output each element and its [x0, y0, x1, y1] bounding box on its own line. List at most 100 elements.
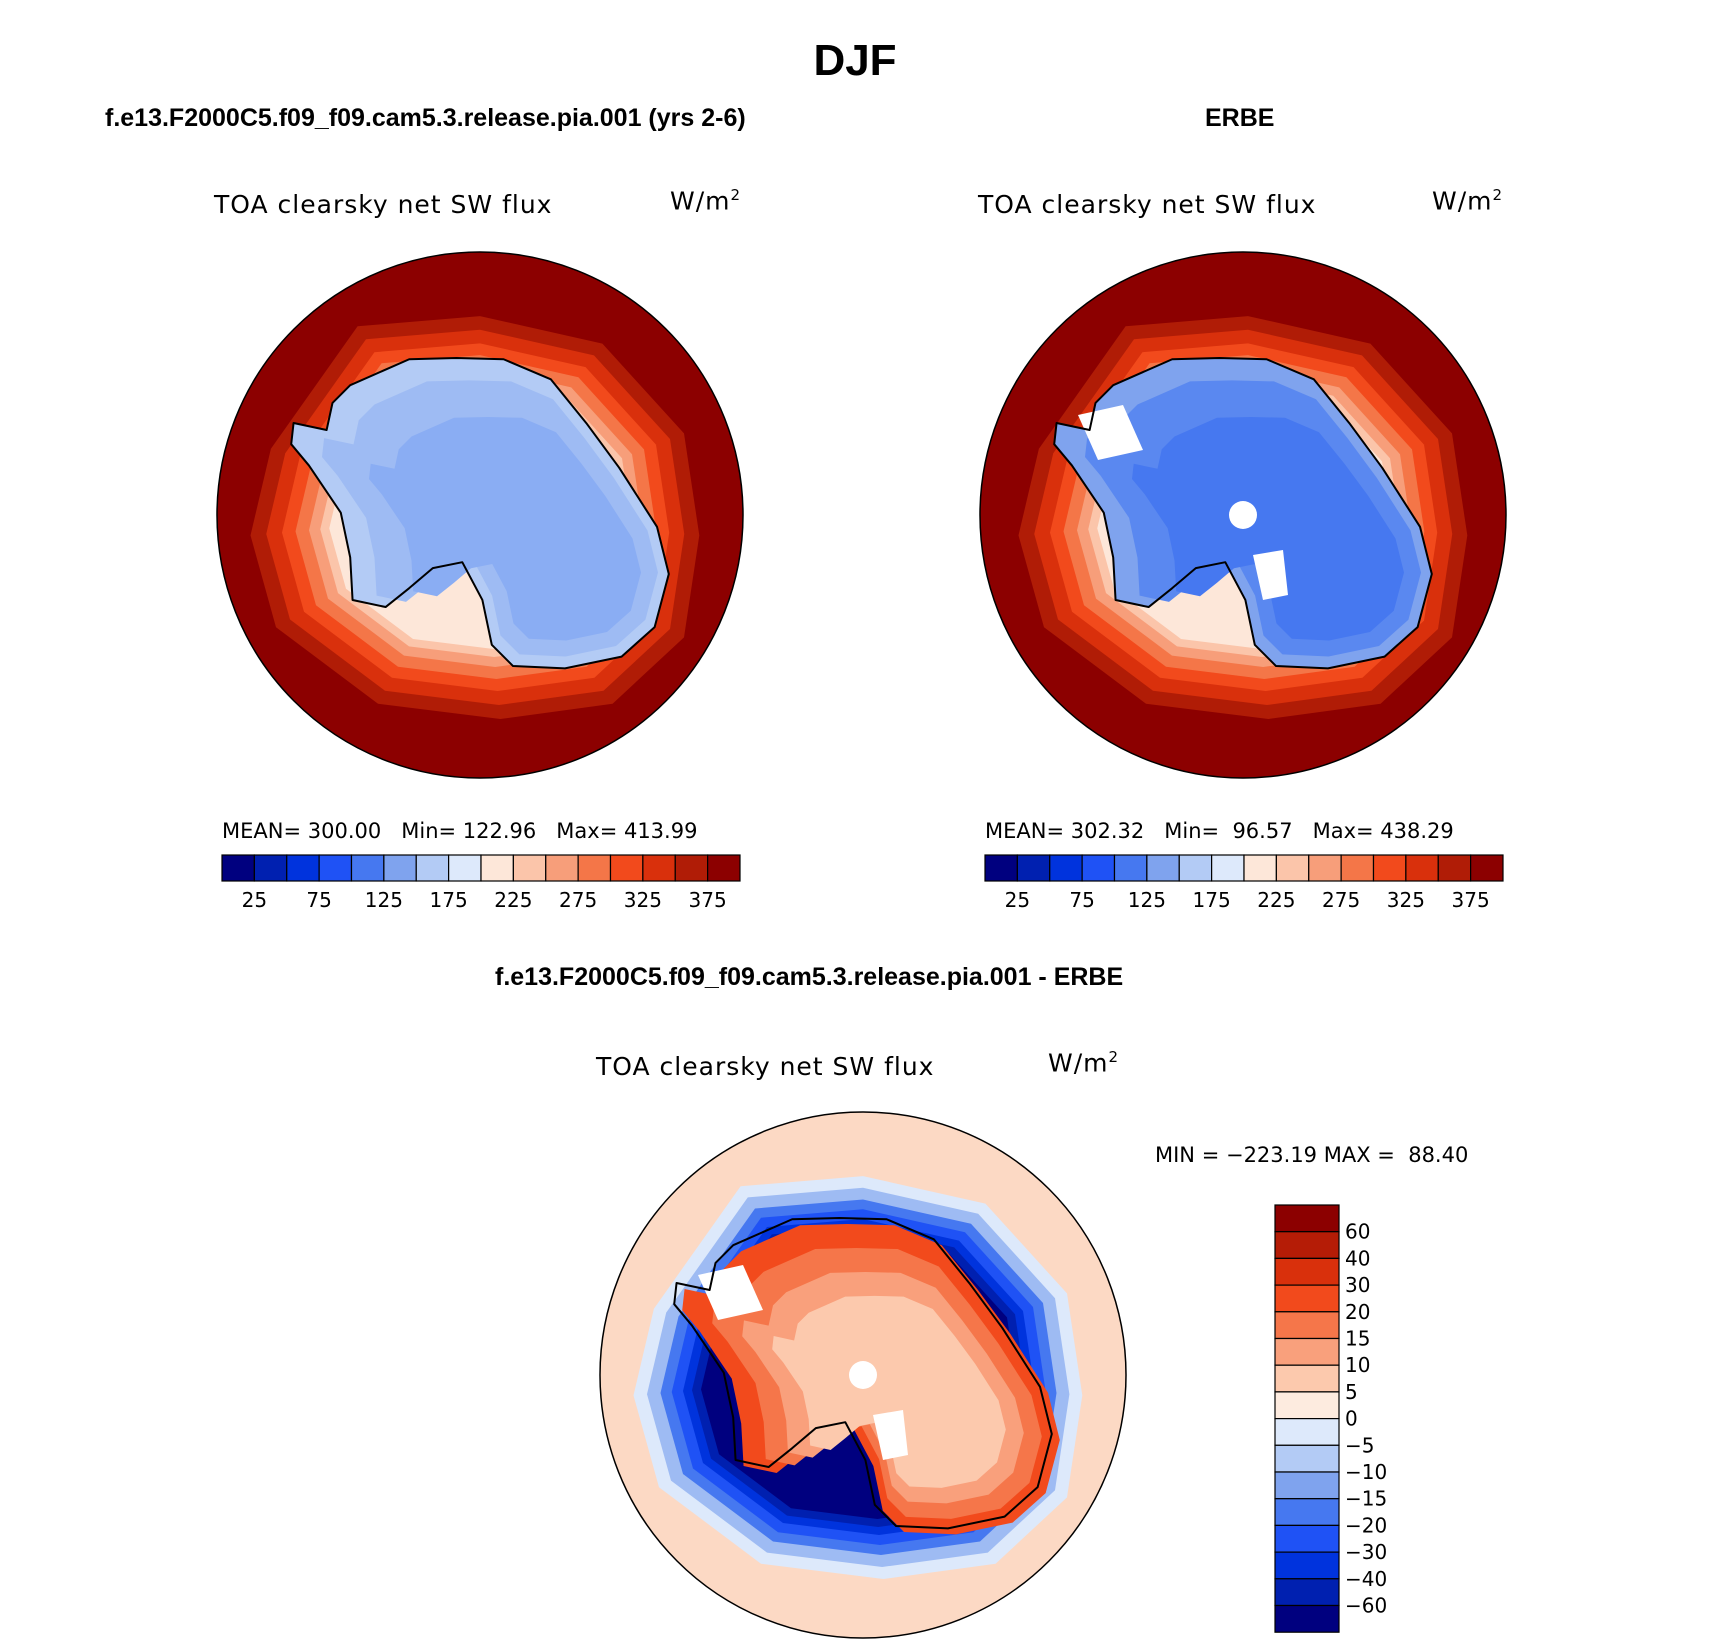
- panel-1-colorbar-swatch: [383, 854, 417, 882]
- map-boundary: [216, 251, 744, 779]
- difference-colorbar-tick-label: 5: [1345, 1380, 1358, 1404]
- difference-colorbar-tick-label: 10: [1345, 1353, 1370, 1377]
- panel-3-units: W/m2: [1048, 1048, 1119, 1077]
- difference-colorbar-tick-label: −10: [1345, 1460, 1387, 1484]
- difference-colorbar-tick-label: 20: [1345, 1300, 1370, 1324]
- difference-colorbar-tick-label: −60: [1345, 1594, 1387, 1618]
- panel-2-colorbar-swatch: [1275, 854, 1310, 882]
- panel-1-colorbar-swatch: [286, 854, 320, 882]
- panel-1-colorbar-swatch: [707, 854, 741, 882]
- panel-2-colorbar-swatch: [1049, 854, 1083, 882]
- panel-2-colorbar-tick-label: 125: [1128, 888, 1166, 912]
- panel-2-colorbar-tick-label: 375: [1452, 888, 1490, 912]
- missing-data-pole: [1229, 501, 1257, 529]
- panel-2-colorbar-tick-label: 275: [1322, 888, 1360, 912]
- panel-3-variable: TOA clearsky net SW flux: [596, 1052, 935, 1081]
- panel-1-colorbar-swatch: [448, 854, 482, 882]
- panel-1-colorbar-swatch: [480, 854, 514, 882]
- difference-colorbar-swatch: [1274, 1257, 1340, 1286]
- difference-colorbar-swatch: [1274, 1418, 1340, 1446]
- difference-colorbar-swatch: [1274, 1444, 1340, 1473]
- panel-2-colorbar-swatch: [1470, 854, 1504, 882]
- panel-2-colorbar-tick-label: 175: [1193, 888, 1231, 912]
- difference-colorbar-swatch: [1274, 1204, 1340, 1233]
- difference-colorbar-tick-label: −40: [1345, 1567, 1387, 1591]
- panel-1-colorbar: 25 75 125 175 225 275 325 375: [221, 854, 741, 912]
- panel-2-colorbar-swatch: [1437, 854, 1472, 882]
- map-boundary: [979, 251, 1507, 779]
- panel-2-colorbar: 25 75 125 175 225 275 325 375: [984, 854, 1504, 912]
- difference-colorbar-swatch: [1274, 1471, 1340, 1500]
- antarctica-ice-plateau: [369, 416, 641, 641]
- panel-1-colorbar-swatch: [350, 854, 385, 882]
- panel-2-colorbar-swatch: [1308, 854, 1342, 882]
- panel-1-polar-map: [216, 251, 744, 779]
- panel-1-colorbar-tick-label: 225: [494, 888, 532, 912]
- antarctica-ice-plateau: [1132, 416, 1404, 641]
- panel-3-units-base: W/m: [1048, 1048, 1109, 1078]
- difference-colorbar-tick-label: 30: [1345, 1273, 1370, 1297]
- panel-1-colorbar-swatch: [609, 854, 644, 882]
- difference-colorbar-tick-label: −5: [1345, 1433, 1374, 1457]
- panel-1-units: W/m2: [670, 186, 741, 215]
- panel-2-colorbar-swatch: [1372, 854, 1407, 882]
- panel-1-colorbar-swatch: [221, 854, 255, 882]
- panel-3-units-exp: 2: [1108, 1048, 1120, 1066]
- missing-data-patch: [698, 1265, 763, 1320]
- panel-1-units-exp: 2: [730, 186, 742, 204]
- difference-colorbar-swatch: [1274, 1551, 1340, 1580]
- difference-colorbar-swatch: [1274, 1231, 1340, 1260]
- antarctica-coastline: [673, 1217, 1053, 1530]
- difference-colorbar-swatch: [1274, 1524, 1340, 1553]
- antarctica-difference-band: [772, 1295, 1006, 1488]
- missing-data-patch: [1253, 550, 1288, 600]
- difference-colorbar-swatch: [1274, 1337, 1340, 1366]
- difference-colorbar-swatch: [1274, 1391, 1340, 1420]
- difference-colorbar-swatch: [1274, 1364, 1340, 1393]
- panel-1-colorbar-swatch: [253, 854, 288, 882]
- missing-data-pole: [849, 1361, 877, 1389]
- panel-1-units-base: W/m: [670, 186, 731, 216]
- panel-2-stats: MEAN= 302.32 Min= 96.57 Max= 438.29: [985, 819, 1454, 843]
- difference-colorbar-tick-label: −30: [1345, 1540, 1387, 1564]
- panel-2-colorbar-swatch: [1113, 854, 1148, 882]
- panel-2-polar-map: [979, 251, 1507, 779]
- panel-2-colorbar-swatch: [1016, 854, 1051, 882]
- difference-colorbar-tick-label: 15: [1345, 1327, 1370, 1351]
- panel-2-colorbar-swatch: [1340, 854, 1375, 882]
- panel-2-colorbar-swatch: [1081, 854, 1116, 882]
- panel-1-case-title: f.e13.F2000C5.f09_f09.cam5.3.release.pia…: [105, 104, 746, 132]
- panel-3-case-title: f.e13.F2000C5.f09_f09.cam5.3.release.pia…: [495, 963, 1124, 991]
- panel-2-colorbar-swatch: [1146, 854, 1180, 882]
- difference-colorbar-tick-label: 0: [1345, 1407, 1358, 1431]
- missing-data-patch: [1078, 405, 1143, 460]
- panel-1-colorbar-tick-label: 25: [242, 888, 267, 912]
- difference-colorbar-swatch: [1274, 1604, 1340, 1633]
- panel-1-colorbar-swatch: [545, 854, 579, 882]
- panel-2-colorbar-swatch: [1243, 854, 1277, 882]
- difference-colorbar-swatch: [1274, 1284, 1340, 1313]
- panel-2-case-title: ERBE: [1205, 104, 1275, 132]
- panel-1-colorbar-tick-label: 175: [430, 888, 468, 912]
- difference-colorbar-tick-label: 40: [1345, 1246, 1370, 1270]
- panel-1-colorbar-swatch: [415, 854, 450, 882]
- panel-2-units-exp: 2: [1492, 186, 1504, 204]
- panel-2-colorbar-tick-label: 225: [1257, 888, 1295, 912]
- panel-2-colorbar-swatch: [1211, 854, 1245, 882]
- panel-1-stats: MEAN= 300.00 Min= 122.96 Max= 413.99: [222, 819, 698, 843]
- antarctica-coastline: [290, 357, 670, 670]
- panel-1-variable: TOA clearsky net SW flux: [214, 190, 553, 219]
- panel-2-colorbar-swatch: [984, 854, 1018, 882]
- antarctica-coastline: [1053, 357, 1433, 670]
- panel-2-colorbar-tick-label: 75: [1069, 888, 1094, 912]
- difference-colorbar-tick-label: 60: [1345, 1220, 1370, 1244]
- panel-2-variable: TOA clearsky net SW flux: [978, 190, 1317, 219]
- panel-2-units-base: W/m: [1432, 186, 1493, 216]
- difference-stats: MIN = −223.19 MAX = 88.40: [1155, 1143, 1469, 1167]
- panel-1-colorbar-swatch: [318, 854, 353, 882]
- panel-2-colorbar-swatch: [1178, 854, 1213, 882]
- panel-2-colorbar-tick-label: 25: [1005, 888, 1030, 912]
- figure-title: DJF: [813, 36, 897, 85]
- difference-colorbar-swatch: [1274, 1578, 1340, 1607]
